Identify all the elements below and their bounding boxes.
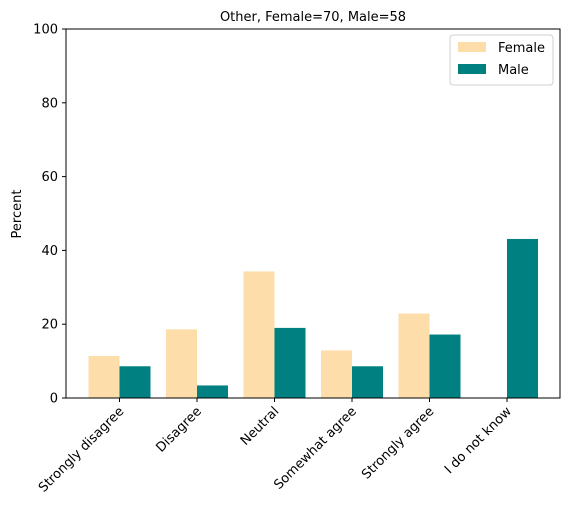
bar-female-1 <box>166 329 197 398</box>
bar-female-3 <box>321 350 352 398</box>
chart-title: Other, Female=70, Male=58 <box>220 10 406 25</box>
bar-male-5 <box>507 238 538 398</box>
y-tick-label: 80 <box>41 96 58 111</box>
x-tick-label: Strongly agree <box>359 404 437 482</box>
bar-female-0 <box>88 355 120 398</box>
y-tick-label: 20 <box>41 318 58 333</box>
x-tick-label: Disagree <box>153 404 204 455</box>
bar-male-2 <box>274 327 306 398</box>
legend-label-female: Female <box>498 41 545 56</box>
y-axis-label: Percent <box>10 190 25 239</box>
legend-swatch-male <box>458 64 486 74</box>
x-ticks-group: Strongly disagree Disagree NeutralSomewhat… <box>36 398 515 496</box>
y-tick-label: 0 <box>50 392 58 407</box>
bar-male-1 <box>197 385 228 398</box>
bar-male-4 <box>429 334 461 398</box>
y-tick-label: 60 <box>41 170 58 185</box>
x-tick-label: Neutral <box>238 404 283 449</box>
x-tick-label: I do not know <box>442 404 515 477</box>
bar-male-3 <box>352 366 383 398</box>
bar-female-4 <box>398 313 430 398</box>
y-tick-label: 40 <box>41 244 58 259</box>
bar-female-2 <box>243 271 275 398</box>
x-tick-label: Somewhat agree <box>271 404 360 493</box>
x-tick-label: Strongly disagree <box>36 404 127 495</box>
plot-frame <box>65 28 561 399</box>
legend-label-male: Male <box>498 63 529 78</box>
legend-swatch-female <box>458 42 486 52</box>
y-ticks-group: 0 20 40 60 80 100 <box>33 23 66 407</box>
y-tick-label: 100 <box>33 23 58 38</box>
bars-group <box>88 238 538 398</box>
bar-male-0 <box>119 366 151 398</box>
legend: Female Male <box>449 34 554 86</box>
